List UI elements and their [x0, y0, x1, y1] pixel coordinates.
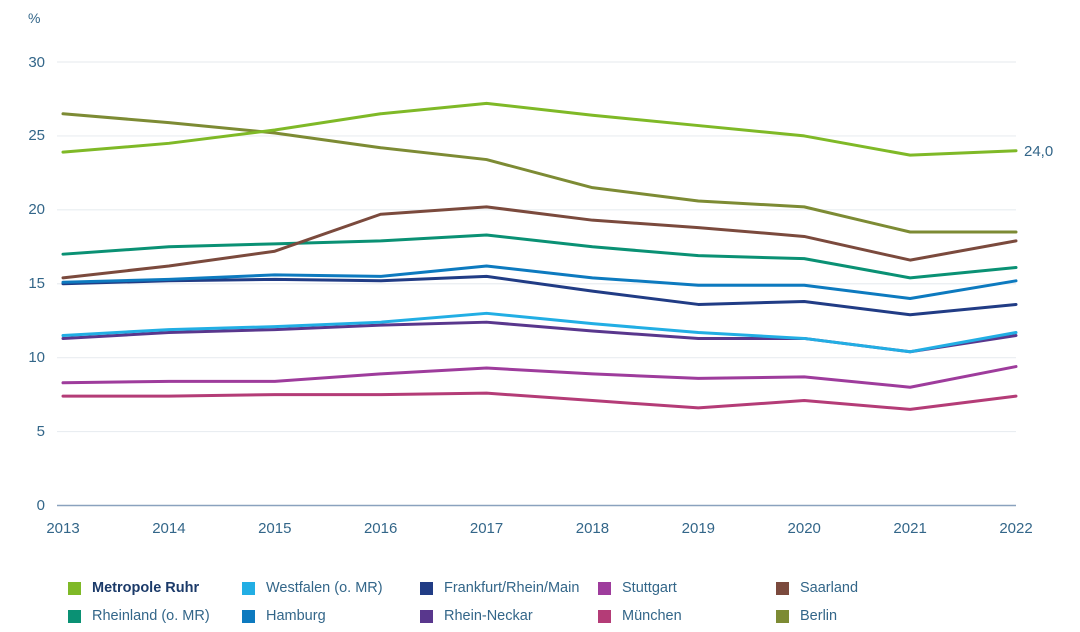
y-tick-label: 15: [28, 275, 45, 293]
x-tick-label: 2019: [681, 520, 716, 537]
y-axis-unit-label: %: [28, 10, 41, 26]
y-tick-label: 20: [28, 201, 45, 219]
series-line-hamburg: [61, 264, 1018, 301]
series-line-rheinland-o-mr-: [61, 233, 1018, 280]
x-tick-label: 2017: [469, 520, 504, 537]
series-line-metropole-ruhr: [61, 101, 1018, 157]
y-tick-label: 5: [36, 423, 45, 441]
x-tick-label: 2016: [363, 520, 398, 537]
x-tick-label: 2014: [152, 520, 186, 537]
series-line-m-nchen: [61, 391, 1018, 411]
x-tick-label: 2015: [258, 520, 292, 537]
series-line-frankfurt-rhein-main: [61, 274, 1018, 317]
series-line-berlin: [61, 112, 1018, 234]
y-tick-label: 30: [28, 53, 45, 71]
x-tick-label: 2022: [999, 520, 1033, 537]
last-value-annotation: 24,0: [1024, 143, 1054, 161]
series-line-stuttgart: [61, 365, 1018, 389]
y-tick-label: 25: [28, 127, 45, 145]
series-line-saarland: [61, 205, 1018, 280]
x-tick-label: 2013: [46, 520, 80, 537]
x-tick-label: 2020: [787, 520, 821, 537]
y-tick-label: 10: [28, 349, 45, 367]
x-tick-label: 2018: [575, 520, 610, 537]
x-tick-label: 2021: [893, 520, 927, 537]
series-line-westfalen-o-mr-: [61, 311, 1018, 354]
y-tick-label: 0: [36, 497, 45, 514]
